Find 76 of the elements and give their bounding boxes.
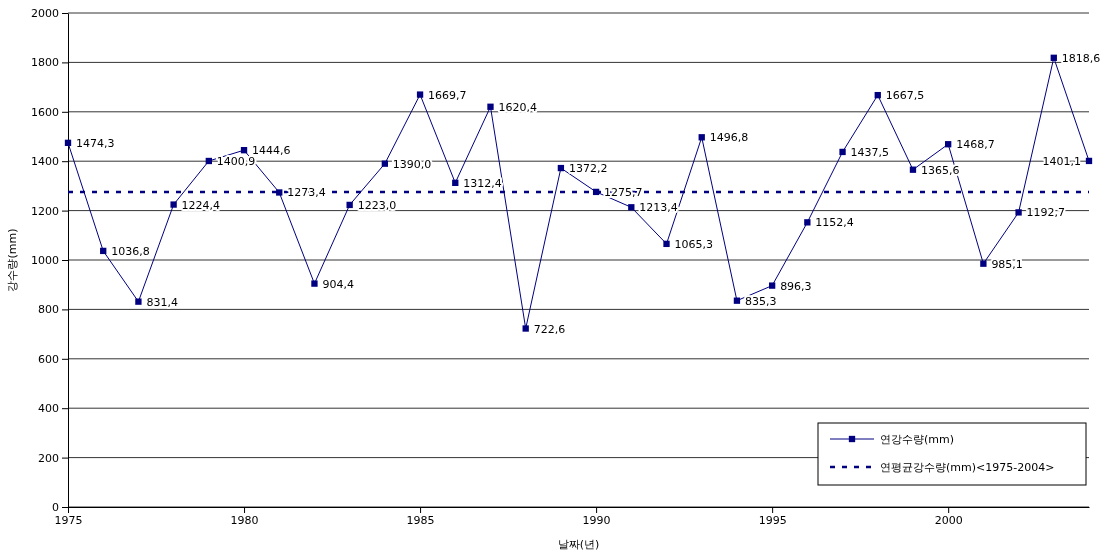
data-label: 1468,7 <box>956 138 995 152</box>
point <box>1085 157 1093 165</box>
data-label: 1437,5 <box>850 145 890 159</box>
data-label: 1065,3 <box>674 237 714 251</box>
data-label: 1223,0 <box>357 198 397 212</box>
point <box>416 91 424 98</box>
data-label: 1273,4 <box>287 186 326 200</box>
point <box>64 139 72 147</box>
point <box>733 297 741 304</box>
point <box>240 147 248 154</box>
data-label: 1275,7 <box>604 185 643 199</box>
data-label: 831,4 <box>146 295 178 309</box>
point <box>1050 54 1057 61</box>
point <box>205 157 212 165</box>
y-tick-label: 2000 <box>31 7 59 21</box>
y-tick-label: 0 <box>52 501 59 515</box>
point <box>909 166 917 173</box>
data-label: 1390,0 <box>392 157 432 171</box>
point <box>1015 209 1022 216</box>
data-label: 1401,1 <box>1042 154 1081 168</box>
data-label: 835,3 <box>744 294 777 308</box>
point <box>628 204 635 211</box>
data-label: 1818,6 <box>1061 51 1101 65</box>
point <box>487 103 494 110</box>
point <box>100 247 107 255</box>
point <box>768 282 776 289</box>
point <box>557 164 565 172</box>
y-tick-label: 1400 <box>31 155 59 169</box>
x-tick-label: 1995 <box>758 513 787 527</box>
data-label: 1620,4 <box>498 100 537 114</box>
x-tick-label: 1990 <box>582 513 611 527</box>
y-tick-label: 1200 <box>31 204 59 218</box>
legend-label: 연강수량(mm) <box>880 433 955 446</box>
data-label: 1496,8 <box>709 131 749 145</box>
data-label: 722,6 <box>533 322 566 336</box>
x-axis-title: 날짜(년) <box>557 538 600 551</box>
data-label: 1224,4 <box>181 198 221 212</box>
y-tick-label: 600 <box>38 352 59 366</box>
legend-label: 연평균강수량(mm)<1975-2004> <box>880 461 1055 474</box>
point <box>980 260 987 267</box>
point <box>592 188 600 196</box>
y-tick-label: 800 <box>38 303 59 317</box>
y-tick-label: 1600 <box>31 105 59 119</box>
point <box>452 179 459 186</box>
point <box>663 240 670 248</box>
x-tick-label: 1975 <box>54 513 83 527</box>
data-label: 985,1 <box>991 257 1023 271</box>
point <box>346 201 353 209</box>
point <box>874 91 881 99</box>
data-label: 904,4 <box>322 277 354 291</box>
data-label: 1372,2 <box>568 162 608 176</box>
data-label: 896,3 <box>780 279 812 293</box>
point <box>804 219 811 226</box>
data-label: 1474,3 <box>76 136 115 150</box>
y-tick-label: 200 <box>38 451 59 465</box>
data-label: 1036,8 <box>111 244 150 258</box>
x-tick-label: 1985 <box>406 513 435 527</box>
data-label: 1667,5 <box>885 89 925 103</box>
point <box>945 141 952 148</box>
point <box>522 325 529 332</box>
data-label: 1312,4 <box>463 176 502 190</box>
x-tick-label: 2000 <box>934 513 963 527</box>
point <box>839 148 846 156</box>
x-tick-label: 1980 <box>230 513 259 527</box>
y-tick-label: 400 <box>38 402 59 416</box>
y-axis-title: 강수량(mm) <box>6 228 19 292</box>
point <box>311 280 318 287</box>
data-label: 1669,7 <box>428 88 467 102</box>
y-tick-label: 1000 <box>31 254 59 268</box>
data-label: 1152,4 <box>815 216 854 230</box>
point <box>276 189 283 196</box>
point <box>698 134 705 141</box>
point <box>381 160 389 167</box>
y-tick-label: 1800 <box>31 56 59 70</box>
point <box>135 298 142 305</box>
point <box>170 201 177 208</box>
